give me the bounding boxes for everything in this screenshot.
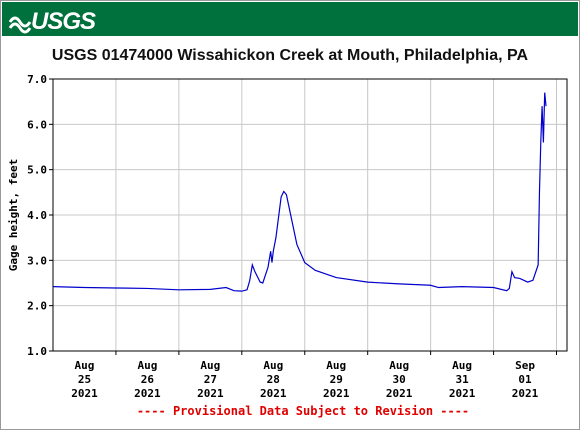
x-tick-label: 2021 xyxy=(260,387,287,400)
footer-note: ---- Provisional Data Subject to Revisio… xyxy=(137,404,469,418)
data-line xyxy=(52,92,547,292)
y-tick-label: 7.0 xyxy=(27,73,47,86)
x-tick-label: 26 xyxy=(141,373,155,386)
logo-wave xyxy=(8,16,32,34)
y-tick-label: 6.0 xyxy=(27,118,47,131)
x-tick-label: 2021 xyxy=(197,387,224,400)
x-tick-label: 2021 xyxy=(449,387,476,400)
x-tick-label: Aug xyxy=(137,359,157,372)
x-tick-label: Sep xyxy=(515,359,535,372)
x-tick-label: Aug xyxy=(452,359,472,372)
header-bar xyxy=(2,2,578,36)
x-tick-label: 01 xyxy=(518,373,532,386)
x-tick-label: Aug xyxy=(263,359,283,372)
y-axis-label: Gage height, feet xyxy=(7,159,20,272)
x-tick-label: 2021 xyxy=(71,387,98,400)
y-tick-label: 3.0 xyxy=(27,254,47,267)
plot-frame xyxy=(52,78,568,352)
x-tick-label: Aug xyxy=(326,359,346,372)
y-tick-label: 2.0 xyxy=(27,300,47,313)
x-tick-label: 31 xyxy=(455,373,469,386)
x-tick-label: 2021 xyxy=(323,387,350,400)
y-tick-label: 1.0 xyxy=(27,345,47,358)
x-tick-label: 28 xyxy=(267,373,280,386)
x-tick-label: 2021 xyxy=(512,387,539,400)
x-tick-label: Aug xyxy=(200,359,220,372)
x-tick-label: 25 xyxy=(78,373,91,386)
x-tick-label: 2021 xyxy=(134,387,161,400)
x-tick-label: 29 xyxy=(330,373,343,386)
x-tick-label: Aug xyxy=(75,359,95,372)
x-tick-label: Aug xyxy=(389,359,409,372)
x-tick-label: 2021 xyxy=(386,387,413,400)
logo-text: USGS xyxy=(31,8,96,35)
chart-title: USGS 01474000 Wissahickon Creek at Mouth… xyxy=(52,47,529,64)
x-tick-label: 27 xyxy=(204,373,217,386)
x-tick-label: 30 xyxy=(393,373,406,386)
y-tick-label: 4.0 xyxy=(27,209,47,222)
y-tick-label: 5.0 xyxy=(27,164,47,177)
